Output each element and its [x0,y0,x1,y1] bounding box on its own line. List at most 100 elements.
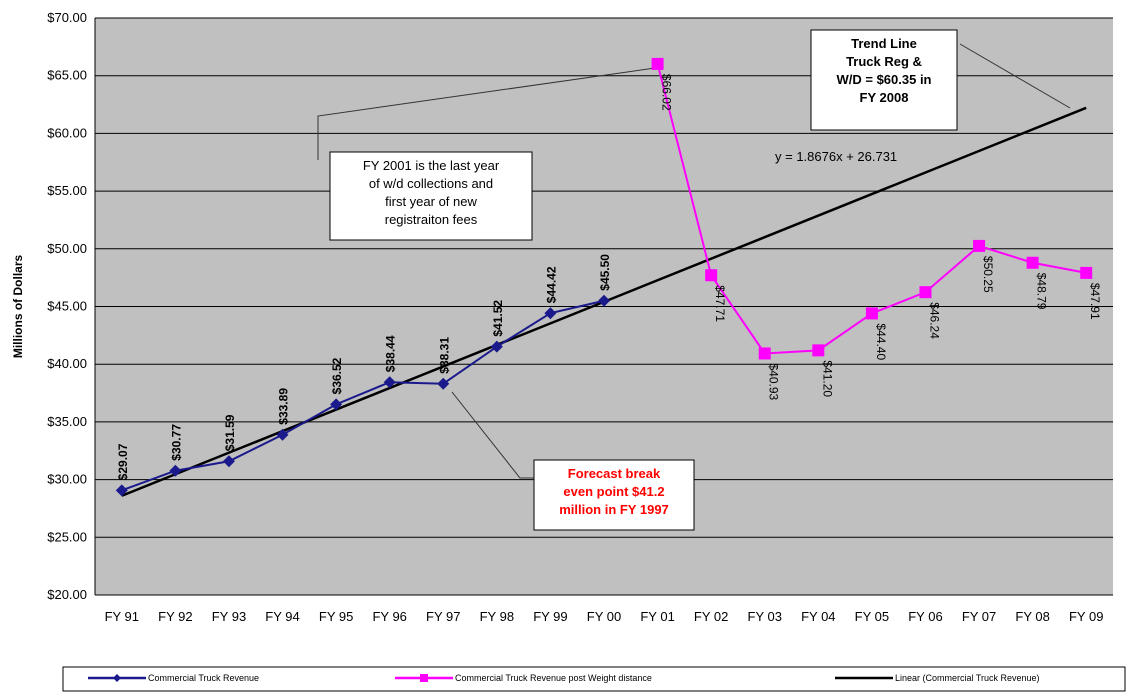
x-tick-label: FY 95 [319,609,353,624]
data-point [973,239,986,252]
x-tick-label: FY 96 [372,609,406,624]
data-point [115,484,128,497]
data-point [1080,266,1093,279]
y-axis-tick-labels: $20.00 $25.00 $30.00 $35.00 $40.00 $45.00 $50.… [47,10,87,602]
data-label: $50.25 [981,256,995,293]
y-tick-label: $25.00 [47,529,87,544]
data-label: $47.71 [713,285,727,322]
x-tick-label: FY 09 [1069,609,1103,624]
note-fy2001-text: first year of new [385,194,477,209]
y-axis-label: Millions of Dollars [11,255,25,359]
data-label: $66.02 [660,74,674,111]
x-tick-label: FY 99 [533,609,567,624]
legend-swatch-marker [420,674,428,682]
x-tick-label: FY 93 [212,609,246,624]
x-tick-label: FY 91 [105,609,139,624]
data-label: $48.79 [1035,273,1049,310]
note-trend-line-text: Truck Reg & [846,54,922,69]
legend: Commercial Truck Revenue Commercial Truck… [62,666,1126,692]
y-tick-label: $50.00 [47,241,87,256]
data-point [222,455,235,468]
data-label: $33.89 [277,388,291,425]
y-tick-label: $30.00 [47,472,87,487]
x-tick-label: FY 06 [908,609,942,624]
trendline-equation: y = 1.8676x + 26.731 [775,149,897,164]
data-label: $41.52 [491,300,505,337]
note-trend-line: Trend Line Truck Reg & W/D = $60.35 in FY 2… [810,29,958,131]
y-tick-label: $40.00 [47,356,87,371]
note-trend-line-text: FY 2008 [860,90,909,105]
legend-box [62,666,1126,692]
x-axis-tick-labels: FY 91 FY 92 FY 93 FY 94 FY 95 FY 96 FY 97 FY 98… [105,609,1104,624]
data-point [544,307,557,320]
callout-line [451,391,535,479]
data-point [383,376,396,389]
data-series [115,57,1093,497]
legend-label: Linear (Commercial Truck Revenue) [895,673,1040,683]
note-break-even-text: even point $41.2 [563,484,664,499]
data-label: $31.59 [223,414,237,451]
data-label: $38.31 [437,337,451,374]
data-label: $44.42 [544,266,558,303]
note-trend-line-box [810,29,958,131]
data-point [490,340,503,353]
note-trend-line-text: W/D = $60.35 in [836,72,931,87]
annotation-boxes: FY 2001 is the last year of w/d collectio… [329,29,958,531]
legend-label: Commercial Truck Revenue [148,673,259,683]
data-point [705,269,718,282]
data-point [437,377,450,390]
data-point [169,464,182,477]
data-labels: $29.07 $30.77 $31.59 $33.89 $36.52 $38.44 $38.… [116,74,1102,480]
y-tick-label: $65.00 [47,68,87,83]
callout-line [959,43,1071,109]
data-point [865,307,878,320]
note-fy2001-text: FY 2001 is the last year [363,158,500,173]
data-point [919,286,932,299]
y-tick-label: $35.00 [47,414,87,429]
x-tick-label: FY 92 [158,609,192,624]
y-tick-label: $70.00 [47,10,87,25]
data-point [330,398,343,411]
data-label: $40.93 [767,363,781,400]
data-point [758,347,771,360]
data-point [651,57,664,70]
data-point [812,344,825,357]
data-label: $45.50 [598,254,612,291]
legend-label: Commercial Truck Revenue post Weight dis… [455,673,652,683]
note-break-even-box [533,459,695,531]
x-tick-label: FY 07 [962,609,996,624]
y-tick-label: $45.00 [47,299,87,314]
data-label: $44.40 [874,323,888,360]
note-fy2001-box [329,151,533,241]
callout-leader-lines [317,43,1071,479]
x-tick-label: FY 97 [426,609,460,624]
legend-swatch-marker [113,674,121,682]
x-tick-label: FY 02 [694,609,728,624]
x-tick-label: FY 05 [855,609,889,624]
y-tick-label: $20.00 [47,587,87,602]
y-tick-label: $60.00 [47,125,87,140]
data-point [276,428,289,441]
note-fy2001: FY 2001 is the last year of w/d collectio… [329,151,533,241]
x-tick-label: FY 00 [587,609,621,624]
series-line [121,299,605,492]
data-label: $46.24 [927,302,941,339]
x-tick-label: FY 94 [265,609,299,624]
data-label: $41.20 [820,360,834,397]
note-break-even-text: Forecast break [568,466,661,481]
data-label: $38.44 [384,335,398,372]
note-fy2001-text: registraiton fees [385,212,478,227]
x-tick-label: FY 03 [748,609,782,624]
note-break-even-text: million in FY 1997 [559,502,669,517]
callout-line [317,66,663,160]
x-tick-label: FY 98 [480,609,514,624]
data-label: $36.52 [330,357,344,394]
data-label: $30.77 [169,424,183,461]
x-tick-label: FY 01 [640,609,674,624]
y-tick-label: $55.00 [47,183,87,198]
data-label: $29.07 [116,443,130,480]
data-point [1026,256,1039,269]
note-trend-line-text: Trend Line [851,36,917,51]
x-tick-label: FY 08 [1015,609,1049,624]
